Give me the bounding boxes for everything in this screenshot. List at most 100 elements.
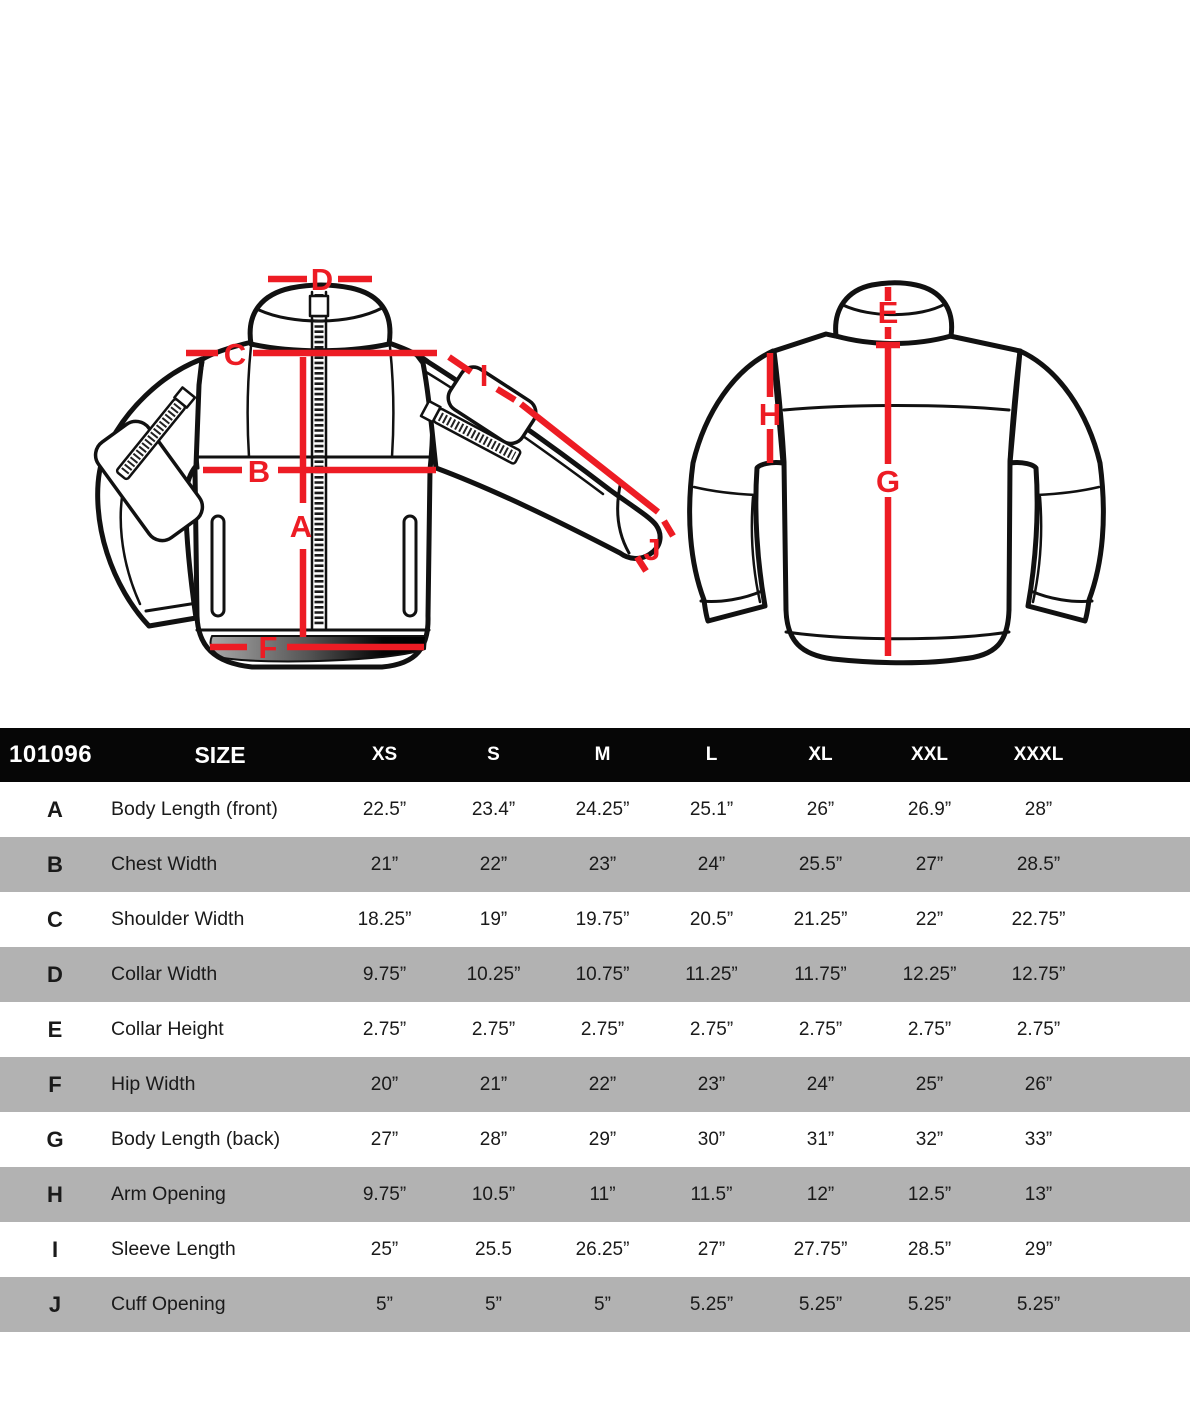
- row-measurement-label: Body Length (front): [111, 798, 278, 820]
- label-g: G: [876, 464, 900, 499]
- value-a-xs: 22.5”: [362, 798, 407, 820]
- row-letter: A: [47, 796, 63, 822]
- back-left-sleeve-seam: [750, 495, 762, 604]
- value-j-xxxl: 5.25”: [1016, 1293, 1061, 1315]
- value-d-s: 10.25”: [466, 963, 521, 985]
- front-left-panel-seam: [246, 344, 253, 459]
- size-header-xxxl: XXXL: [1013, 744, 1064, 765]
- value-g-xs: 27”: [370, 1128, 399, 1150]
- value-a-l: 25.1”: [689, 798, 734, 820]
- value-h-xxxl: 13”: [1024, 1183, 1053, 1205]
- back-left-sleeve-outline: [687, 348, 786, 624]
- row-measurement-label: Arm Opening: [111, 1183, 226, 1205]
- value-c-l: 20.5”: [689, 908, 734, 930]
- front-left-pocket-welt: [210, 514, 226, 618]
- product-code: 101096: [9, 741, 93, 768]
- back-collar-inner-rim: [841, 302, 947, 317]
- value-d-xxl: 12.25”: [902, 963, 957, 985]
- label-e: E: [878, 295, 899, 330]
- value-d-xxxl: 12.75”: [1011, 963, 1066, 985]
- label-i: I: [480, 358, 489, 393]
- value-f-xs: 20”: [370, 1073, 399, 1095]
- value-c-xxl: 22”: [915, 908, 944, 930]
- value-e-l: 2.75”: [689, 1018, 734, 1040]
- value-j-xxl: 5.25”: [907, 1293, 952, 1315]
- size-header-m: M: [594, 744, 611, 765]
- value-a-xxl: 26.9”: [907, 798, 952, 820]
- value-h-s: 10.5”: [471, 1183, 516, 1205]
- row-measurement-label: Chest Width: [111, 853, 218, 875]
- measurement-row-d: D Collar Width 9.75” 10.25” 10.75” 11.25” 11.7…: [0, 947, 1190, 1002]
- value-b-xs: 21”: [370, 853, 399, 875]
- value-a-xxxl: 28”: [1024, 798, 1053, 820]
- value-e-xxl: 2.75”: [907, 1018, 952, 1040]
- value-c-s: 19”: [479, 908, 508, 930]
- value-e-xl: 2.75”: [798, 1018, 843, 1040]
- front-right-bicep-pocket: [446, 365, 538, 446]
- value-j-l: 5.25”: [689, 1293, 734, 1315]
- row-measurement-label: Collar Width: [111, 963, 218, 985]
- front-left-bicep-pocket: [93, 419, 205, 543]
- front-right-panel-seam: [388, 345, 395, 459]
- value-c-xs: 18.25”: [357, 908, 412, 930]
- label-b: B: [248, 454, 270, 489]
- row-measurement-label: Collar Height: [111, 1018, 224, 1040]
- value-g-m: 29”: [588, 1128, 617, 1150]
- value-g-xxl: 32”: [915, 1128, 944, 1150]
- value-b-s: 22”: [479, 853, 508, 875]
- value-g-s: 28”: [479, 1128, 508, 1150]
- back-right-sleeve-seam: [1031, 495, 1043, 604]
- value-b-xl: 25.5”: [798, 853, 843, 875]
- value-e-s: 2.75”: [471, 1018, 516, 1040]
- row-measurement-label: Sleeve Length: [111, 1238, 236, 1260]
- value-j-xs: 5”: [376, 1293, 393, 1315]
- value-g-xl: 31”: [806, 1128, 835, 1150]
- value-a-s: 23.4”: [471, 798, 516, 820]
- size-header-xs: XS: [371, 744, 398, 765]
- measurement-row-c: C Shoulder Width 18.25” 19” 19.75” 20.5” 21.25…: [0, 892, 1190, 947]
- value-a-xl: 26”: [806, 798, 835, 820]
- measurement-row-h: H Arm Opening 9.75” 10.5” 11” 11.5” 12” 12.5” 13…: [0, 1167, 1190, 1222]
- value-b-m: 23”: [588, 853, 617, 875]
- front-left-pocket-zipper: [115, 386, 197, 481]
- value-f-xxl: 25”: [915, 1073, 944, 1095]
- size-header-s: S: [487, 744, 500, 765]
- size-table-header-row: 101096 SIZE XS S M L XL XXL XXXL: [0, 728, 1190, 782]
- front-left-cuff-seam: [144, 601, 199, 613]
- measurement-row-f: F Hip Width 20” 21” 22” 23” 24” 25” 26”: [0, 1057, 1190, 1112]
- label-f: F: [259, 630, 278, 665]
- measurement-row-a: A Body Length (front) 22.5” 23.4” 24.25” 25.1…: [0, 782, 1190, 837]
- measurement-row-b: B Chest Width 21” 22” 23” 24” 25.5” 27” 28.5”: [0, 837, 1190, 892]
- value-e-xs: 2.75”: [362, 1018, 407, 1040]
- value-i-xxxl: 29”: [1024, 1238, 1053, 1260]
- value-e-xxxl: 2.75”: [1016, 1018, 1061, 1040]
- value-h-l: 11.5”: [690, 1183, 733, 1205]
- measurement-row-g: G Body Length (back) 27” 28” 29” 30” 31” 32” 33”: [0, 1112, 1190, 1167]
- row-letter: G: [46, 1126, 64, 1152]
- back-right-sleeve-outline: [1007, 348, 1106, 624]
- value-i-l: 27”: [697, 1238, 726, 1260]
- row-measurement-label: Hip Width: [111, 1073, 196, 1095]
- measurement-lines: [186, 275, 900, 656]
- back-right-elbow-seam: [1035, 485, 1101, 497]
- value-b-xxl: 27”: [915, 853, 944, 875]
- jacket-measurement-diagram: D C B A F I J E G H: [93, 262, 1106, 670]
- row-letter: H: [47, 1181, 63, 1207]
- front-right-cuff-seam: [616, 479, 631, 555]
- measure-line-sleeve-length: [447, 354, 661, 515]
- front-main-zipper: [308, 290, 330, 630]
- value-h-xl: 12”: [806, 1183, 835, 1205]
- row-measurement-label: Body Length (back): [111, 1128, 281, 1150]
- value-g-xxxl: 33”: [1024, 1128, 1053, 1150]
- row-letter: J: [48, 1291, 62, 1317]
- value-h-xxl: 12.5”: [907, 1183, 952, 1205]
- value-d-l: 11.25”: [685, 963, 738, 985]
- value-f-xxxl: 26”: [1024, 1073, 1053, 1095]
- value-f-s: 21”: [479, 1073, 508, 1095]
- value-b-l: 24”: [697, 853, 726, 875]
- value-f-m: 22”: [588, 1073, 617, 1095]
- value-g-l: 30”: [697, 1128, 726, 1150]
- row-measurement-label: Shoulder Width: [111, 908, 245, 930]
- value-d-m: 10.75”: [575, 963, 630, 985]
